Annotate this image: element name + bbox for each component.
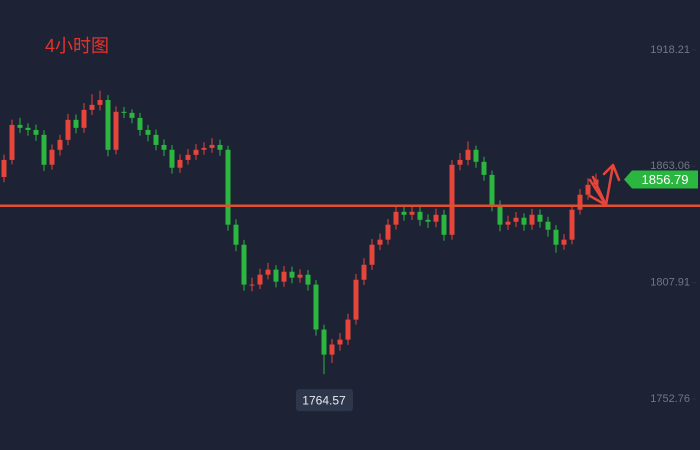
candle-body bbox=[521, 217, 527, 225]
candle-body bbox=[113, 111, 119, 150]
candle-body bbox=[185, 154, 191, 160]
overlay: 1764.57 1856.79 bbox=[0, 170, 700, 412]
candle-body bbox=[17, 124, 23, 128]
candle-body bbox=[145, 129, 151, 135]
candle-body bbox=[273, 269, 279, 282]
annotation-arrow bbox=[588, 163, 621, 207]
candle-body bbox=[9, 124, 15, 160]
candle-body bbox=[529, 214, 535, 225]
candle-body bbox=[65, 119, 71, 140]
candle-body bbox=[73, 119, 79, 128]
candle-body bbox=[361, 264, 367, 280]
candle-body bbox=[297, 274, 303, 278]
candle-body bbox=[225, 149, 231, 225]
candle-body bbox=[97, 100, 103, 105]
candle-body bbox=[153, 134, 159, 145]
candle-body bbox=[137, 117, 143, 130]
candle-body bbox=[201, 147, 207, 150]
candle-body bbox=[561, 239, 567, 245]
candle-body bbox=[377, 239, 383, 245]
candle-body bbox=[553, 229, 559, 245]
candle-body bbox=[313, 284, 319, 330]
y-tick-label: 1918.21 bbox=[650, 44, 690, 56]
candle-body bbox=[321, 329, 327, 355]
candle-body bbox=[489, 174, 495, 205]
candle-body bbox=[449, 164, 455, 235]
candle-body bbox=[33, 129, 39, 135]
candle-body bbox=[345, 319, 351, 340]
candle-body bbox=[177, 159, 183, 168]
candle-body bbox=[41, 134, 47, 165]
candle-body bbox=[497, 204, 503, 225]
candle-body bbox=[457, 159, 463, 165]
candle-body bbox=[89, 104, 95, 110]
y-tick-label: 1752.76 bbox=[650, 393, 690, 405]
candle-body bbox=[417, 211, 423, 220]
candle-body bbox=[129, 112, 135, 118]
candle-body bbox=[537, 214, 543, 222]
candle-body bbox=[569, 209, 575, 240]
candle-body bbox=[409, 211, 415, 215]
candle-body bbox=[385, 224, 391, 240]
candle-body bbox=[433, 214, 439, 222]
candle-body bbox=[337, 339, 343, 345]
candle-body bbox=[265, 269, 271, 275]
candle-body bbox=[465, 149, 471, 160]
candle-body bbox=[49, 149, 55, 165]
candle-body bbox=[577, 194, 583, 210]
candle-body bbox=[353, 279, 359, 320]
candle-body bbox=[425, 219, 431, 222]
candle-body bbox=[57, 139, 63, 150]
candle-body bbox=[233, 224, 239, 245]
candle-body bbox=[473, 149, 479, 162]
candle-body bbox=[249, 284, 255, 286]
low-marker-label: 1764.57 bbox=[302, 393, 346, 407]
candle-body bbox=[505, 221, 511, 225]
candle-body bbox=[545, 221, 551, 230]
candle-body bbox=[289, 271, 295, 278]
candle-body bbox=[217, 144, 223, 150]
y-axis: 1918.21 1863.06 1807.91 1752.76 bbox=[650, 44, 696, 405]
low-marker-box bbox=[296, 389, 353, 412]
y-tick-label: 1807.91 bbox=[650, 277, 690, 289]
last-price-tag bbox=[624, 170, 698, 189]
candle-body bbox=[209, 144, 215, 148]
candle-body bbox=[401, 211, 407, 215]
candle-body bbox=[481, 161, 487, 175]
candle-body bbox=[81, 109, 87, 128]
candle-body bbox=[121, 111, 127, 113]
candle-body bbox=[281, 271, 287, 282]
candle-body bbox=[1, 159, 7, 178]
candle-body bbox=[585, 184, 591, 195]
candle-body bbox=[329, 344, 335, 355]
candle-body bbox=[257, 274, 263, 285]
candle-body bbox=[305, 274, 311, 285]
candle-body bbox=[169, 149, 175, 168]
candle-body bbox=[105, 100, 111, 150]
candle-body bbox=[25, 127, 31, 130]
candle-body bbox=[369, 244, 375, 265]
candles bbox=[1, 90, 599, 375]
candle-body bbox=[161, 144, 167, 150]
chart-title: 4小时图 bbox=[45, 36, 109, 56]
candle-body bbox=[441, 214, 447, 235]
candle-body bbox=[241, 244, 247, 285]
last-price-label: 1856.79 bbox=[642, 172, 689, 187]
candle-body bbox=[393, 211, 399, 225]
y-tick-label: 1863.06 bbox=[650, 160, 690, 172]
candle-body bbox=[193, 149, 199, 155]
candle-body bbox=[513, 217, 519, 222]
